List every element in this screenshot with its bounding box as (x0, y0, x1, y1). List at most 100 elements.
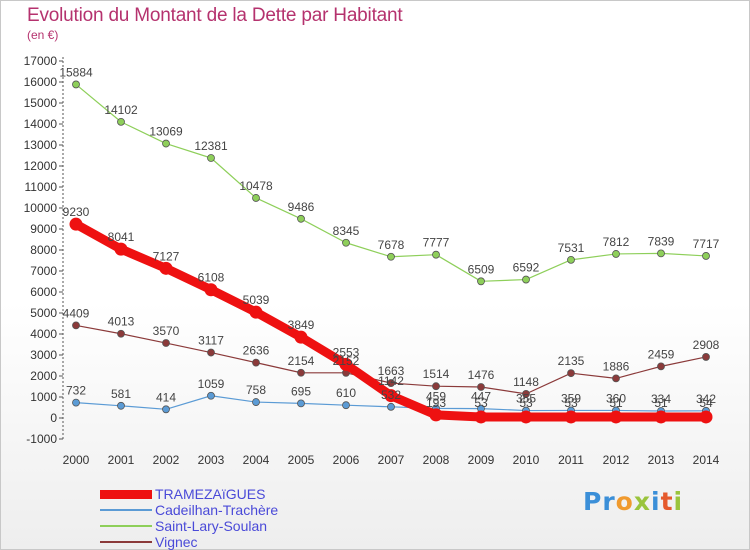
x-tick-label: 2005 (288, 453, 315, 467)
data-point (114, 242, 128, 256)
y-tick-label: 7000 (30, 264, 57, 278)
data-point (207, 154, 215, 162)
data-label: 581 (111, 387, 131, 401)
legend-label: Saint-Lary-Soulan (155, 518, 268, 534)
chart-title: Evolution du Montant de la Dette par Hab… (27, 5, 403, 26)
data-label: 2459 (648, 347, 675, 361)
data-label: 6108 (198, 271, 225, 285)
data-point (429, 408, 443, 422)
data-label: 7678 (378, 238, 405, 252)
y-tick-label: 1000 (30, 390, 57, 404)
data-point (519, 410, 533, 424)
data-point (117, 329, 125, 338)
data-label: 7717 (693, 237, 720, 251)
data-point (297, 399, 305, 408)
data-point (207, 348, 215, 357)
legend-swatch (100, 489, 152, 499)
x-tick-label: 2001 (108, 453, 135, 467)
data-point (522, 389, 530, 398)
y-tick-label: 12000 (24, 159, 58, 173)
data-point (69, 217, 83, 231)
data-point (474, 410, 488, 424)
data-label: 10478 (239, 179, 273, 193)
data-point (297, 368, 305, 377)
data-point (564, 410, 578, 424)
data-label: 6509 (468, 262, 495, 276)
data-label: 459 (426, 389, 446, 403)
data-label: 7127 (153, 249, 180, 263)
data-label: 2135 (558, 354, 585, 368)
data-label: 7531 (558, 241, 585, 255)
data-label: 758 (246, 383, 266, 397)
y-tick-label: 2000 (30, 369, 57, 383)
data-point (342, 238, 350, 247)
y-tick-label: 14000 (24, 117, 58, 131)
data-label: 9230 (63, 205, 90, 219)
data-label: 447 (471, 390, 491, 404)
proxiti-logo: Proxiti (583, 487, 684, 516)
data-label: 342 (696, 392, 716, 406)
data-label: 1059 (198, 377, 225, 391)
data-point (342, 401, 350, 410)
data-point (297, 214, 305, 223)
data-label: 7839 (648, 234, 675, 248)
x-tick-label: 2011 (558, 453, 584, 467)
y-tick-label: 15000 (24, 96, 58, 110)
data-label-extra: 51 (609, 396, 623, 410)
data-point (294, 330, 308, 344)
data-point (162, 139, 170, 148)
data-label: 1476 (468, 368, 495, 382)
data-label: 359 (561, 391, 581, 405)
y-tick-label: -1000 (26, 432, 57, 446)
y-tick-label: 3000 (30, 348, 57, 362)
data-point (612, 250, 620, 258)
data-point (387, 252, 395, 261)
data-point (477, 383, 485, 391)
data-label: 2553 (333, 345, 360, 359)
x-tick-label: 2009 (468, 453, 495, 467)
data-label: 1148 (513, 375, 539, 389)
data-label: 6592 (513, 261, 540, 275)
legend-label: TRAMEZAïGUES (155, 486, 266, 502)
legend-swatch (100, 541, 152, 543)
y-tick-label: 16000 (24, 75, 58, 89)
x-tick-label: 2008 (423, 453, 450, 467)
legend-label: Vignec (155, 534, 198, 550)
data-label: 7777 (423, 236, 450, 250)
y-tick-label: 10000 (24, 201, 58, 215)
x-tick-label: 2006 (333, 453, 360, 467)
data-label: 5039 (243, 293, 270, 307)
data-label: 532 (381, 388, 401, 402)
data-label: 3117 (198, 334, 224, 348)
data-point (249, 305, 263, 319)
data-label: 1514 (423, 367, 450, 381)
data-point (432, 382, 440, 391)
x-tick-label: 2007 (378, 453, 405, 467)
data-point (117, 117, 125, 126)
data-label-extra: 54 (699, 396, 713, 410)
data-label-extra: 1142 (378, 374, 404, 388)
data-point (72, 398, 80, 407)
data-point (522, 275, 530, 284)
x-tick-label: 2014 (693, 453, 720, 467)
data-point (252, 358, 260, 367)
data-label: 2154 (288, 354, 315, 368)
data-point (612, 374, 620, 383)
data-point (657, 249, 665, 258)
data-point (702, 353, 710, 361)
data-point (699, 410, 713, 424)
data-label: 1663 (378, 364, 405, 378)
y-tick-label: 17000 (24, 54, 58, 68)
data-point (207, 391, 215, 400)
data-point (72, 80, 80, 89)
data-point (72, 321, 80, 330)
data-label-extra: 193 (426, 396, 446, 410)
data-label: 610 (336, 386, 356, 400)
y-tick-label: 13000 (24, 138, 58, 152)
data-point (609, 410, 623, 424)
data-label: 3849 (288, 318, 315, 332)
data-label-extra: 53 (474, 396, 488, 410)
data-label: 360 (606, 391, 626, 405)
data-point (117, 401, 125, 410)
